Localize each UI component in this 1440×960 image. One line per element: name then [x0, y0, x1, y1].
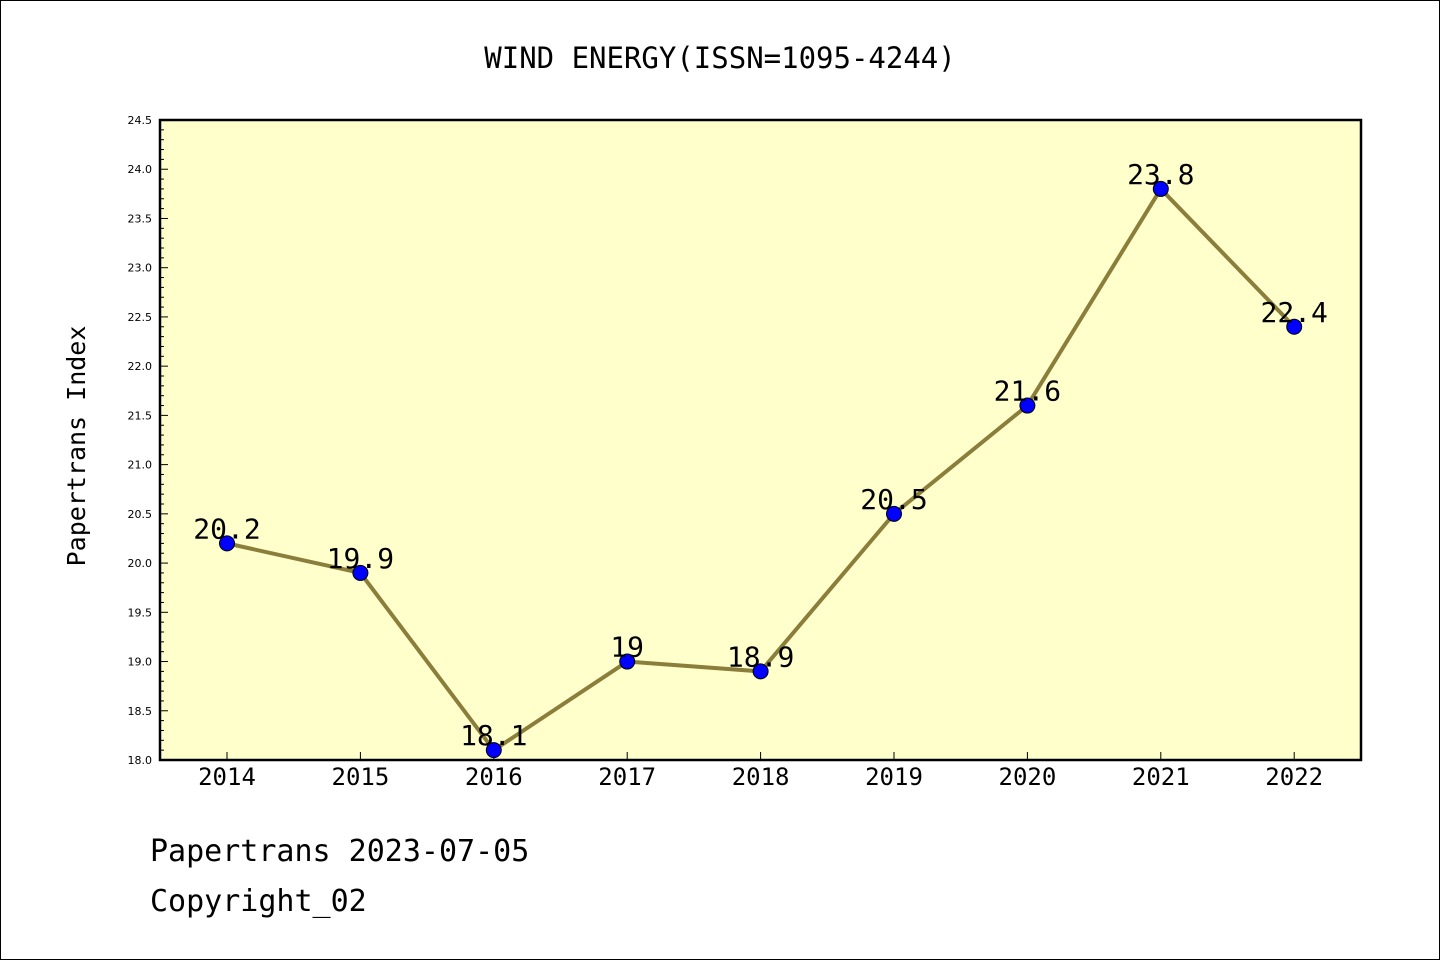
x-tick-label: 2021: [1132, 763, 1190, 791]
x-tick-label: 2020: [999, 763, 1057, 791]
data-point: [219, 535, 235, 552]
data-label: 21.6: [994, 375, 1061, 408]
plot-area: [160, 120, 1361, 760]
x-tick-label: 2016: [465, 763, 523, 791]
data-label: 22.4: [1260, 296, 1327, 329]
y-tick-label: 21.5: [128, 409, 153, 422]
y-tick-label: 21.0: [128, 459, 153, 472]
y-tick-label: 23.5: [128, 212, 153, 225]
y-tick-label: 24.0: [128, 163, 153, 176]
footer-copyright: Copyright_02: [150, 884, 367, 919]
plot-border: [158, 118, 1363, 762]
y-tick-label: 18.5: [128, 705, 153, 718]
data-labels: 20.2 19.9 18.1 19 18.9 20.5 21.6 23.8 22.4: [193, 158, 1328, 752]
x-tick-label: 2017: [598, 763, 656, 791]
y-tick-label: 23.0: [128, 262, 153, 275]
data-point: [352, 564, 369, 581]
x-tick-label: 2014: [198, 763, 256, 791]
y-tick-label: 22.5: [128, 311, 153, 324]
y-tick-label: 19.0: [128, 656, 153, 669]
y-tick-label: 19.5: [128, 606, 153, 619]
y-tick-label: 20.5: [128, 508, 153, 521]
y-tick-label: 22.0: [128, 360, 153, 373]
data-point: [619, 653, 636, 670]
y-tick-label: 24.5: [128, 114, 153, 127]
data-label: 23.8: [1127, 158, 1194, 191]
data-label: 19: [610, 631, 644, 664]
data-point: [1152, 180, 1169, 197]
y-axis-label: Papertrans Index: [62, 326, 91, 567]
data-point: [485, 742, 502, 759]
x-tick-label: 2022: [1265, 763, 1323, 791]
chart-title: WIND ENERGY(ISSN=1095-4244): [484, 41, 955, 75]
data-label: 18.1: [460, 719, 527, 752]
x-tick-label: 2018: [732, 763, 790, 791]
data-point: [1019, 397, 1036, 414]
data-label: 18.9: [727, 640, 794, 673]
y-tick-label: 18.0: [128, 754, 153, 767]
data-label: 20.5: [860, 483, 927, 516]
x-tick-label: 2019: [865, 763, 923, 791]
data-point: [886, 505, 902, 522]
x-tick-label: 2015: [332, 763, 390, 791]
data-point: [1286, 318, 1303, 335]
x-axis: 2014 2015 2016 2017 2018 2019 2020 2021 2022: [198, 752, 1323, 791]
y-tick-label: 20.0: [128, 557, 153, 570]
data-label: 19.9: [327, 542, 394, 575]
series-markers: [219, 180, 1303, 759]
y-axis: 18.0 18.5 19.0 19.5 20.0 20.5 21.0 21.5 22.0 22.5…: [128, 114, 168, 767]
data-point: [752, 663, 769, 680]
data-label: 20.2: [193, 512, 260, 545]
footer-date: Papertrans 2023-07-05: [150, 834, 530, 869]
